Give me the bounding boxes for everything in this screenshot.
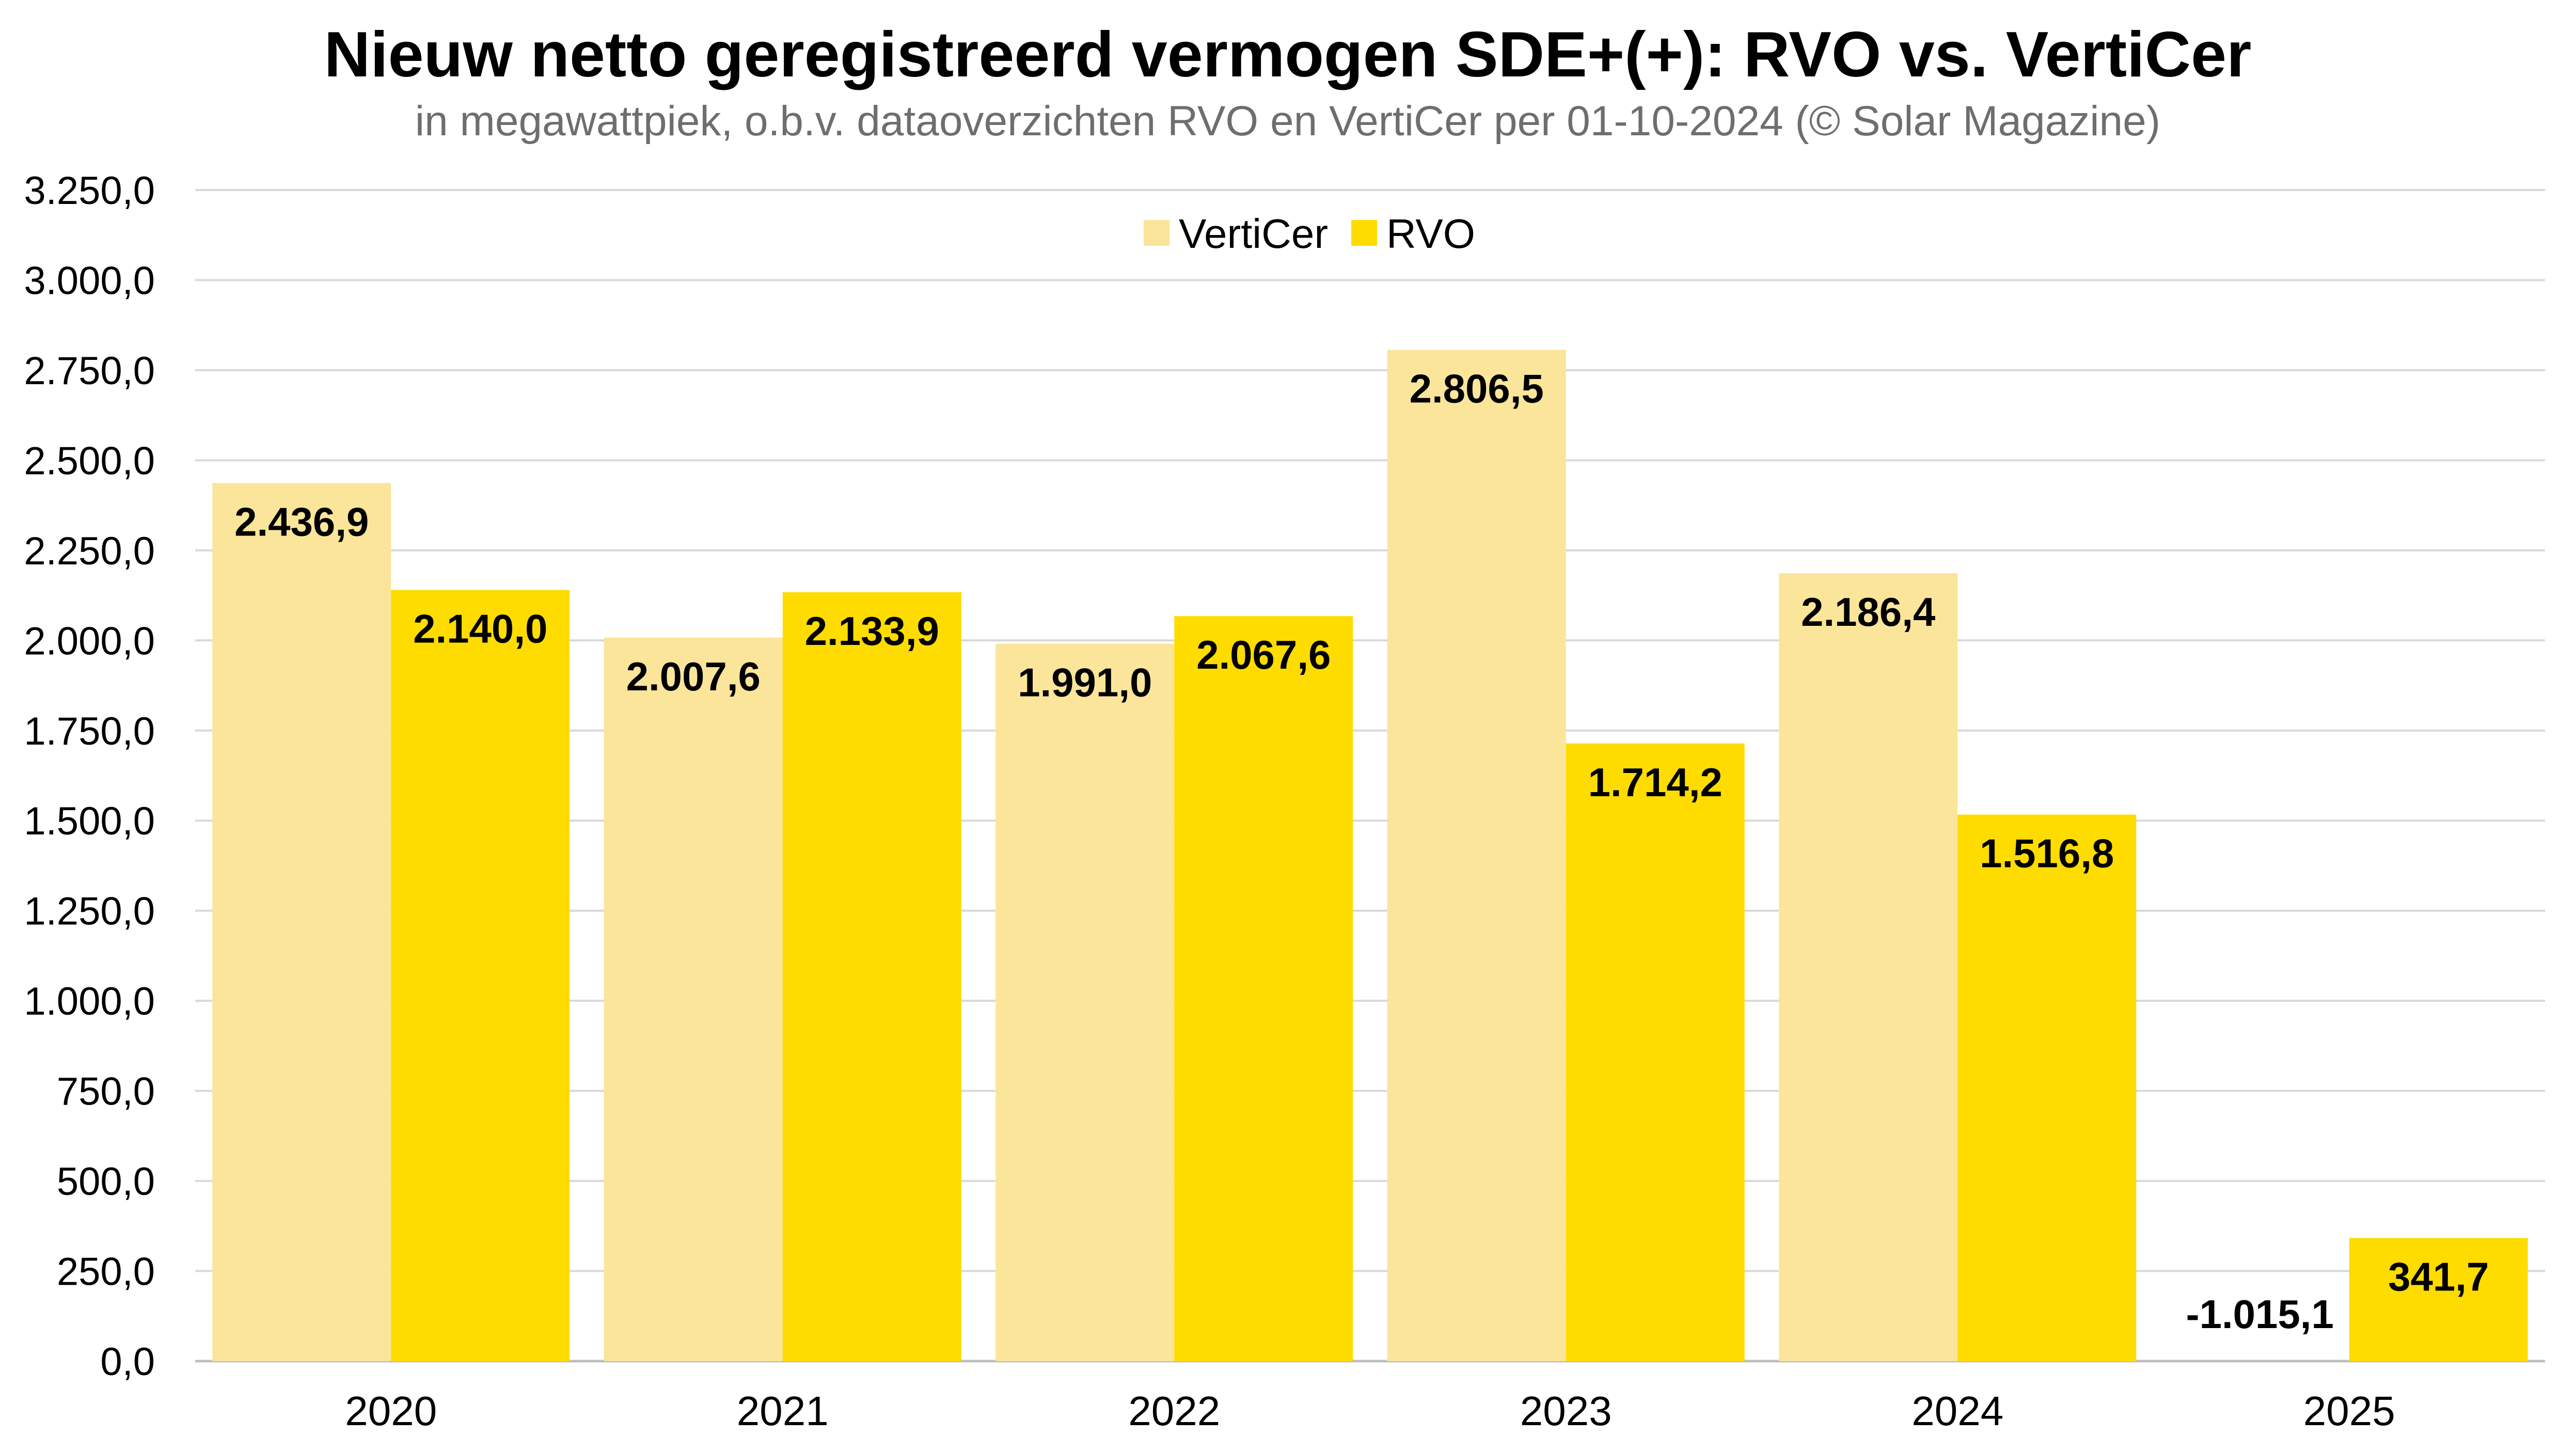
chart-title: Nieuw netto geregistreerd vermogen SDE+(… [324,19,2252,90]
y-tick-label: 250,0 [57,1250,155,1294]
bar-rvo-2021 [782,592,961,1361]
data-label-rvo-2021: 2.133,9 [805,608,939,654]
legend-label-rvo: RVO [1386,211,1475,257]
y-tick-label: 2.000,0 [24,619,155,663]
data-label-verticer-2020: 2.436,9 [234,499,369,544]
data-label-rvo-2025: 341,7 [2388,1254,2489,1300]
y-tick-label: 2.750,0 [24,349,155,393]
x-tick-label: 2022 [1128,1388,1220,1434]
y-tick-label: 1.500,0 [24,799,155,843]
y-tick-label: 1.000,0 [24,980,155,1023]
y-tick-label: 2.500,0 [24,439,155,483]
y-tick-label: 0,0 [100,1340,155,1384]
chart-subtitle: in megawattpiek, o.b.v. dataoverzichten … [415,98,2160,145]
bar-rvo-2025 [2349,1238,2528,1361]
bar-verticer-2021 [604,638,783,1361]
bar-verticer-2024 [1779,573,1958,1361]
data-label-rvo-2022: 2.067,6 [1196,632,1331,677]
y-tick-label: 1.750,0 [24,709,155,753]
y-tick-label: 3.250,0 [24,169,155,213]
data-label-rvo-2020: 2.140,0 [413,606,547,652]
x-tick-label: 2021 [737,1388,829,1434]
legend: VertiCer RVO [1144,211,1475,257]
legend-swatch-rvo [1351,220,1377,246]
data-label-rvo-2024: 1.516,8 [1980,831,2114,876]
x-tick-label: 2020 [345,1388,437,1434]
data-label-verticer-2022: 1.991,0 [1018,660,1152,705]
x-axis-ticks: 2020 2021 2022 2023 2024 2025 [345,1388,2395,1434]
y-tick-label: 750,0 [57,1070,155,1114]
bar-verticer-2022 [995,643,1175,1361]
legend-swatch-verticer [1144,220,1170,246]
data-label-rvo-2023: 1.714,2 [1588,760,1722,805]
x-tick-label: 2025 [2303,1388,2395,1434]
bar-rvo-2020 [391,590,570,1361]
bar-verticer-2020 [212,483,391,1361]
bar-rvo-2024 [1957,814,2137,1361]
y-axis-ticks: 0,0 250,0 500,0 750,0 1.000,0 1.250,0 1.500,0 1… [24,169,155,1384]
y-tick-label: 3.000,0 [24,259,155,303]
bar-verticer-2023 [1387,350,1566,1361]
bar-rvo-2022 [1174,616,1353,1361]
data-label-verticer-2024: 2.186,4 [1801,589,1935,635]
legend-label-verticer: VertiCer [1179,211,1328,257]
bars [212,350,2528,1361]
bar-rvo-2023 [1566,743,1745,1361]
data-label-verticer-2025: -1.015,1 [2186,1291,2334,1337]
y-tick-label: 1.250,0 [24,890,155,934]
data-label-verticer-2023: 2.806,5 [1410,366,1544,411]
gridlines [195,189,2545,1363]
x-tick-label: 2023 [1520,1388,1612,1434]
data-label-verticer-2021: 2.007,6 [626,654,761,699]
data-labels: 2.436,9 2.140,0 2.007,6 2.133,9 1.991,0 2.067… [234,366,2489,1337]
y-tick-label: 2.250,0 [24,529,155,573]
x-tick-label: 2024 [1911,1388,2003,1434]
y-tick-label: 500,0 [57,1160,155,1204]
